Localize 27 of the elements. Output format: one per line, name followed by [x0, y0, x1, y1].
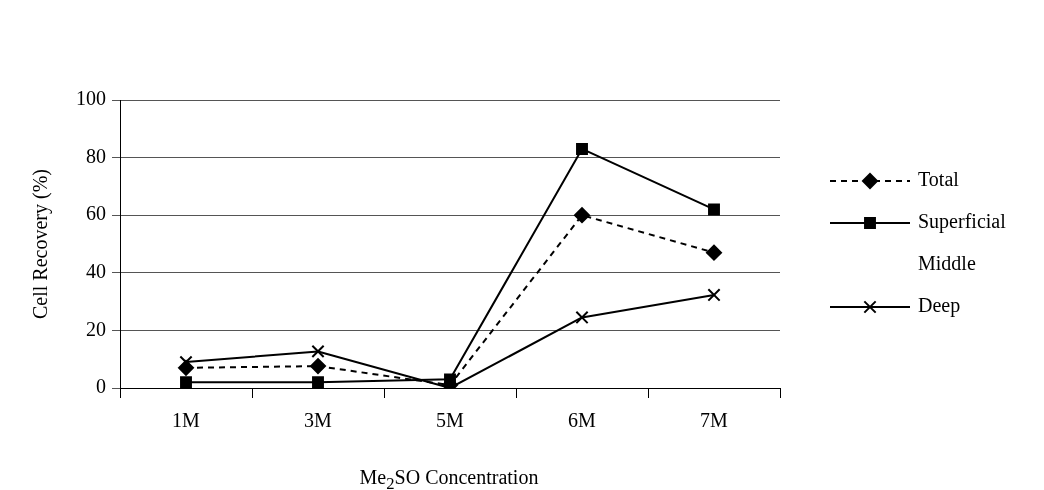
legend-label: Total: [918, 168, 960, 191]
y-axis-title: Cell Recovery (%): [28, 169, 52, 319]
y-tick-label: 40: [86, 260, 106, 283]
point: [180, 376, 192, 388]
point: [575, 310, 589, 325]
point: [310, 358, 326, 375]
x-tick-label: 6M: [568, 409, 597, 432]
y-tick-label: 20: [86, 317, 106, 340]
y-tick-label: 100: [76, 87, 106, 110]
point: [576, 143, 588, 155]
text: Middle: [918, 252, 976, 275]
point: [311, 344, 325, 359]
point: [312, 376, 324, 388]
legend-label: Superficial: [918, 210, 1007, 234]
x-tick-label: 3M: [304, 409, 333, 432]
point: [574, 207, 590, 224]
point: [706, 244, 722, 261]
x-tick-label: 5M: [436, 409, 465, 432]
x-axis-title: Me$_{2}$SO Concentration: [358, 466, 540, 490]
y-tick-label: 0: [96, 375, 106, 398]
y-tick-label: 60: [86, 202, 106, 225]
legend-label: Deep: [918, 294, 961, 318]
y-tick-label: 80: [86, 144, 106, 167]
x-tick-label: 7M: [700, 409, 729, 432]
x-tick-label: 1M: [172, 409, 201, 432]
point: [707, 288, 721, 302]
point: [708, 203, 720, 216]
